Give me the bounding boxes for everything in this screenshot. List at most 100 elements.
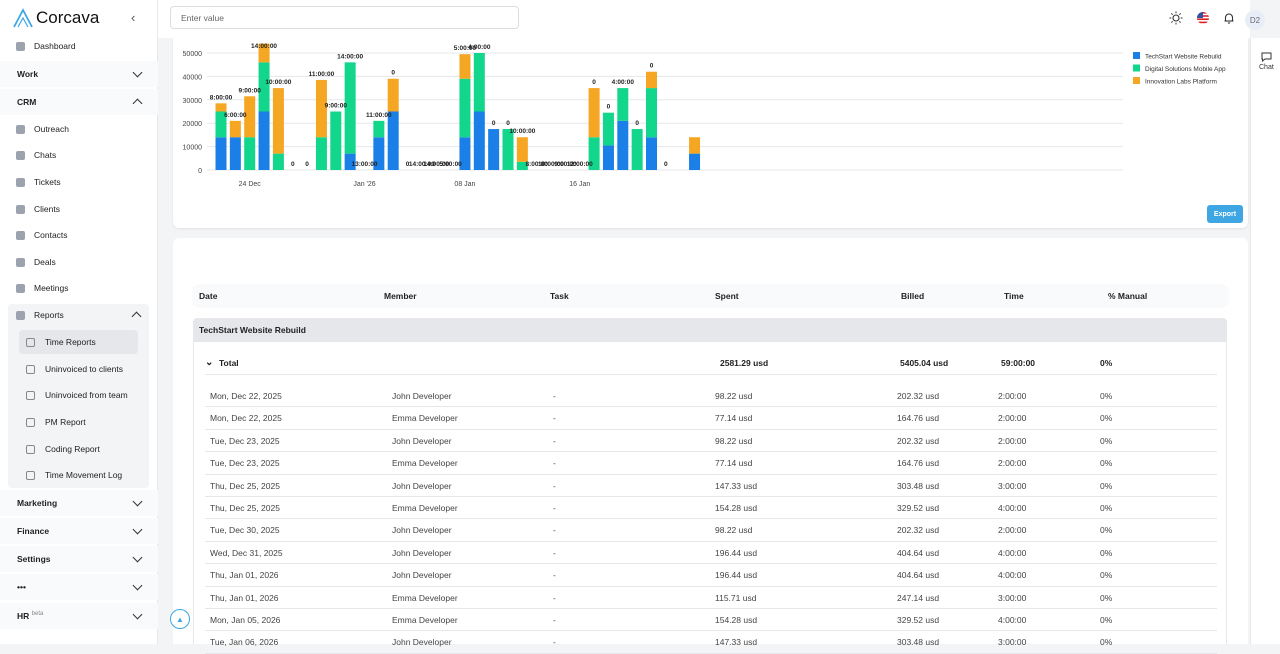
cell-member: Emma Developer — [392, 615, 458, 625]
collapse-sidebar-icon[interactable]: ‹ — [131, 10, 136, 25]
sidebar-item-pm-report[interactable]: PM Report — [19, 410, 138, 434]
bar-label: 0 — [506, 120, 510, 127]
sidebar-item-reports[interactable]: Reports — [8, 307, 142, 323]
section-marketing[interactable]: Marketing — [0, 490, 158, 516]
legend-swatch — [1133, 77, 1140, 84]
column-header-date[interactable]: Date — [199, 291, 218, 301]
sidebar-item-contacts[interactable]: Contacts — [8, 227, 150, 243]
sidebar-item-outreach[interactable]: Outreach — [8, 121, 150, 137]
cell-date: Thu, Dec 25, 2025 — [210, 503, 280, 513]
table-row[interactable]: Wed, Dec 31, 2025 John Developer - 196.44 u… — [205, 542, 1217, 565]
cell-spent: 196.44 usd — [715, 547, 758, 558]
sidebar-item-chats[interactable]: Chats — [8, 147, 150, 163]
cell-spent: 154.28 usd — [715, 615, 758, 625]
cell-manual: 0% — [1100, 503, 1113, 513]
table-row[interactable]: Mon, Dec 22, 2025 John Developer - 98.22 us… — [205, 385, 1217, 408]
bar-label: 4:00:00 — [612, 79, 635, 86]
column-header-spent[interactable]: Spent — [715, 291, 739, 301]
chevron-down-icon — [132, 524, 143, 534]
section-more[interactable]: ••• — [0, 574, 158, 600]
table-row[interactable]: Thu, Jan 01, 2026 Emma Developer - 115.71 u… — [205, 587, 1217, 609]
section-settings[interactable]: Settings — [0, 546, 158, 572]
bar-segment — [689, 137, 701, 154]
cell-manual: 0% — [1100, 458, 1113, 469]
bar-segment — [602, 112, 614, 146]
y-tick-label: 40000 — [183, 74, 203, 81]
legend-swatch — [1133, 64, 1140, 72]
section-work[interactable]: Work — [0, 61, 158, 87]
group-body — [193, 342, 1227, 644]
cell-manual: 0% — [1100, 525, 1113, 536]
sidebar-item-meetings[interactable]: Meetings — [8, 280, 150, 296]
sidebar-item-uninvoiced-team[interactable]: Uninvoiced from team — [19, 383, 138, 407]
sidebar-item-time-reports[interactable]: Time Reports — [19, 330, 138, 354]
cell-date: Wed, Dec 31, 2025 — [210, 547, 283, 558]
sidebar-item-deals[interactable]: Deals — [8, 254, 150, 270]
cell-time: 2:00:00 — [998, 458, 1027, 469]
logo[interactable]: Corcava — [12, 7, 99, 29]
bar-segment — [602, 145, 614, 170]
bar-label: 0 — [406, 161, 410, 168]
table-row[interactable]: Thu, Dec 25, 2025 John Developer - 147.33 u… — [205, 475, 1217, 497]
search-input[interactable]: Enter value — [170, 6, 519, 29]
cell-time: 2:00:00 — [998, 435, 1027, 446]
table-row[interactable]: Tue, Dec 23, 2025 John Developer - 98.22 us… — [205, 430, 1217, 453]
cell-task: - — [553, 615, 556, 625]
cell-manual: 0% — [1100, 570, 1113, 581]
column-header-billed[interactable]: Billed — [901, 291, 925, 301]
section-finance[interactable]: Finance — [0, 518, 158, 544]
bar-segment — [344, 62, 356, 154]
bar-segment — [473, 53, 485, 112]
bar-label: 0 — [635, 120, 639, 127]
x-tick-label: Jan '26 — [353, 181, 375, 188]
y-tick-label: 10000 — [183, 145, 203, 152]
sidebar-item-label: Tickets — [34, 177, 61, 187]
column-header-task[interactable]: Task — [550, 291, 569, 301]
cell-task: - — [553, 413, 556, 424]
bar-label: 0 — [492, 120, 496, 127]
table-row[interactable]: Tue, Dec 30, 2025 John Developer - 98.22 us… — [205, 519, 1217, 542]
section-hr[interactable]: HR beta — [0, 603, 158, 629]
sidebar-item-clients[interactable]: Clients — [8, 201, 150, 217]
chevron-down-icon[interactable]: ⌄ — [205, 357, 214, 368]
total-row[interactable]: ⌄ Total 2581.29 usd 5405.04 usd 59:00:00… — [205, 352, 1217, 375]
table-row[interactable]: Tue, Dec 23, 2025 Emma Developer - 77.14 us… — [205, 452, 1217, 475]
theme-sun-icon[interactable] — [1169, 11, 1183, 25]
table-row[interactable]: Mon, Dec 22, 2025 Emma Developer - 77.14 us… — [205, 407, 1217, 430]
column-header-time[interactable]: Time — [1004, 291, 1024, 301]
table-row[interactable]: Thu, Dec 25, 2025 Emma Developer - 154.28 u… — [205, 497, 1217, 520]
meetings-icon — [16, 283, 25, 293]
group-header: TechStart Website Rebuild — [193, 318, 1227, 342]
sidebar-item-tickets[interactable]: Tickets — [8, 174, 150, 190]
table-row[interactable]: Thu, Jan 01, 2026 John Developer - 196.44 u… — [205, 564, 1217, 587]
dashboard-icon — [16, 41, 25, 51]
table-row[interactable]: Tue, Jan 06, 2026 John Developer - 147.33 u… — [205, 631, 1217, 654]
export-button[interactable]: Export — [1207, 205, 1243, 223]
bar-label: 8:00:00 — [525, 161, 548, 168]
section-crm[interactable]: CRM — [0, 89, 158, 115]
sidebar-item-dashboard[interactable]: Dashboard — [8, 38, 150, 54]
bar-segment — [272, 153, 284, 170]
bar-label: 4:00:00 — [468, 44, 491, 51]
bell-icon[interactable] — [1222, 11, 1236, 25]
section-label: HR — [17, 611, 30, 621]
cell-date: Thu, Jan 01, 2026 — [210, 592, 279, 603]
sidebar-item-time-movement-log[interactable]: Time Movement Log — [19, 463, 138, 487]
avatar[interactable]: D2 — [1245, 10, 1265, 30]
bar-label: 14:00:00 — [337, 53, 363, 60]
sidebar-item-uninvoiced-clients[interactable]: Uninvoiced to clients — [19, 357, 138, 381]
bar-segment — [244, 96, 256, 138]
bar-segment — [617, 120, 629, 170]
column-header-manual[interactable]: % Manual — [1108, 291, 1148, 301]
sidebar-item-coding-report[interactable]: Coding Report — [19, 437, 138, 461]
column-header-member[interactable]: Member — [384, 291, 417, 301]
scroll-top-button[interactable]: ▲ — [170, 609, 190, 629]
bar-segment — [373, 137, 385, 170]
chat-icon — [1261, 52, 1272, 63]
bar-label: 6:00:00 — [224, 112, 247, 119]
sidebar-item-label: Clients — [34, 204, 60, 214]
chat-button[interactable]: Chat — [1259, 52, 1274, 71]
table-row[interactable]: Mon, Jan 05, 2026 Emma Developer - 154.28 u… — [205, 609, 1217, 632]
us-flag-icon[interactable] — [1196, 11, 1210, 25]
cell-member: John Developer — [392, 637, 452, 648]
